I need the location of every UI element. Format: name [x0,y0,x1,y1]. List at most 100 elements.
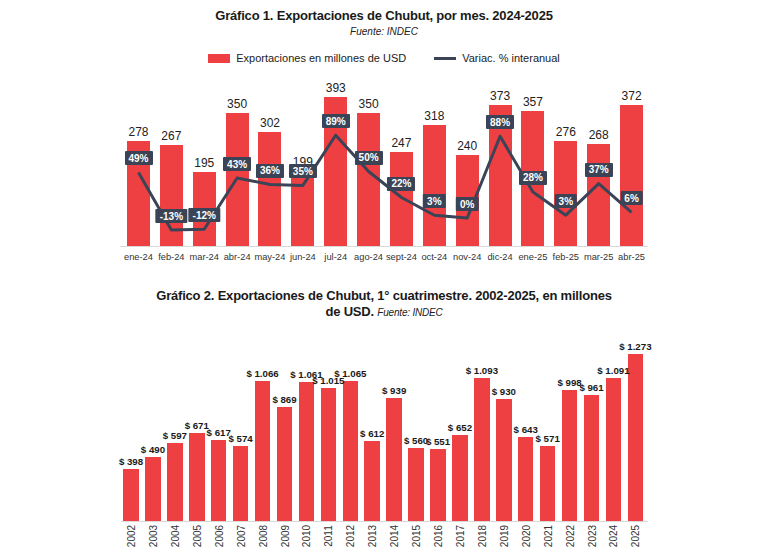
chart2-bar-value: $ 1.065 [320,368,380,379]
chart1-source: Fuente: INDEC [0,26,768,37]
chart2-bar [386,398,402,521]
chart2-title-line2-bold: de USD. [325,304,373,319]
chart2-x-label: 2020 [520,525,531,547]
chart2-bar [364,441,380,521]
chart2-x-label: 2022 [564,525,575,547]
chart2-x-label: 2024 [608,525,619,547]
chart1-pct-label: 89% [322,114,350,128]
chart1-pct-label: 35% [289,164,317,178]
chart2-x-label: 2007 [235,525,246,547]
chart2-x-label: 2025 [630,525,641,547]
chart2-x-label: 2014 [389,525,400,547]
chart1-bar-value: 302 [245,116,295,130]
chart1-pct-label: 22% [387,177,415,191]
chart1-title: Gráfico 1. Exportaciones de Chubut, por … [0,8,768,23]
chart1-pct-label: -12% [189,208,220,222]
chart2-x-label: 2010 [301,525,312,547]
chart2-x-label: 2015 [411,525,422,547]
chart2-bar [606,378,622,521]
chart2-bar-value: $ 1.091 [583,365,643,376]
chart2-x-label: 2011 [323,525,334,547]
chart2-bar-value: $ 930 [474,386,534,397]
chart2-axis [121,521,648,522]
chart2-bar-value: $ 551 [408,436,468,447]
page: Gráfico 1. Exportaciones de Chubut, por … [0,0,768,550]
chart2-x-label: 2012 [345,525,356,547]
chart2-x-label: 2013 [367,525,378,547]
chart2-x-label: 2009 [279,525,290,547]
chart1-pct-label: 6% [620,191,642,205]
chart2-x-label: 2003 [147,525,158,547]
chart2-bar [496,399,512,521]
chart2-title-line2: de USD. Fuente: INDEC [0,304,768,319]
chart1-axis [120,246,648,247]
chart2-x-label: 2006 [213,525,224,547]
chart2-bar [233,446,249,521]
chart1-bar-value: 318 [409,109,459,123]
chart2-bar [518,437,534,521]
chart1-bar-value: 267 [146,129,196,143]
chart1-bar [587,144,610,246]
chart2-x-label: 2023 [586,525,597,547]
chart2-bar-value: $ 652 [430,422,490,433]
chart2-bar [540,446,556,521]
chart1-bar-value: 350 [212,97,262,111]
legend-bar-label: Exportaciones en millones de USD [236,52,406,64]
legend-bar-swatch-icon [208,54,230,63]
chart1-bar [390,152,413,246]
chart2-title-line1: Gráfico 2. Exportaciones de Chubut, 1° c… [0,288,768,303]
chart2-x-label: 2005 [191,525,202,547]
chart1-pct-label: 88% [486,115,514,129]
chart2-bar [211,440,227,521]
chart2-bar-value: $ 574 [211,433,271,444]
chart1-bar-value: 240 [442,139,492,153]
chart2-bar-value: $ 961 [562,382,622,393]
chart2-x-label: 2019 [498,525,509,547]
chart1-pct-label: 43% [223,157,251,171]
chart2-bar-value: $ 490 [123,444,183,455]
chart1-bar [226,113,249,246]
chart1-legend: Exportaciones en millones de USD Variac.… [0,52,768,64]
chart1-bar-value: 372 [607,89,657,103]
chart2-bar-value: $ 1.093 [452,365,512,376]
chart1-pct-label: 36% [256,164,284,178]
legend-line-label: Variac. % interanual [462,52,560,64]
chart2-bar-value: $ 571 [518,433,578,444]
chart2-bar [189,433,205,521]
chart2-bar [452,435,468,521]
chart1-bar-value: 195 [179,156,229,170]
chart2-x-label: 2018 [476,525,487,547]
chart1-bar [291,171,314,246]
chart1-pct-label: 37% [585,163,613,177]
chart1-pct-label: 49% [124,151,152,165]
legend-line-swatch-icon [434,57,456,60]
chart1-pct-label: 3% [423,194,445,208]
chart1-bar-value: 357 [508,95,558,109]
chart2-x-label: 2008 [257,525,268,547]
chart2-source: Fuente: INDEC [377,307,442,318]
chart1-bar-value: 393 [311,81,361,95]
chart2-bar [277,407,293,521]
chart2-bar [562,390,578,521]
chart1-x-label: abr-25 [607,252,657,262]
chart1-pct-label: -13% [156,209,187,223]
chart2-bar-value: $ 939 [364,385,424,396]
chart2-bar [628,354,644,521]
chart1-bar [357,113,380,246]
chart2-x-label: 2017 [454,525,465,547]
chart2-bar-value: $ 398 [101,456,161,467]
chart2-x-label: 2016 [433,525,444,547]
chart2-bar [430,449,446,521]
chart2-bar [321,388,337,521]
chart2-x-label: 2002 [126,525,137,547]
chart1-bar-value: 268 [574,128,624,142]
chart1-pct-label: 0% [456,197,478,211]
chart2-bar [123,469,139,521]
chart2-bar [474,378,490,521]
chart2-x-label: 2021 [542,525,553,547]
chart2-bar [343,381,359,521]
chart1-bar-value: 350 [344,97,394,111]
chart2-bar-value: $ 869 [255,394,315,405]
chart2-x-label: 2004 [169,525,180,547]
chart1-pct-label: 50% [355,151,383,165]
